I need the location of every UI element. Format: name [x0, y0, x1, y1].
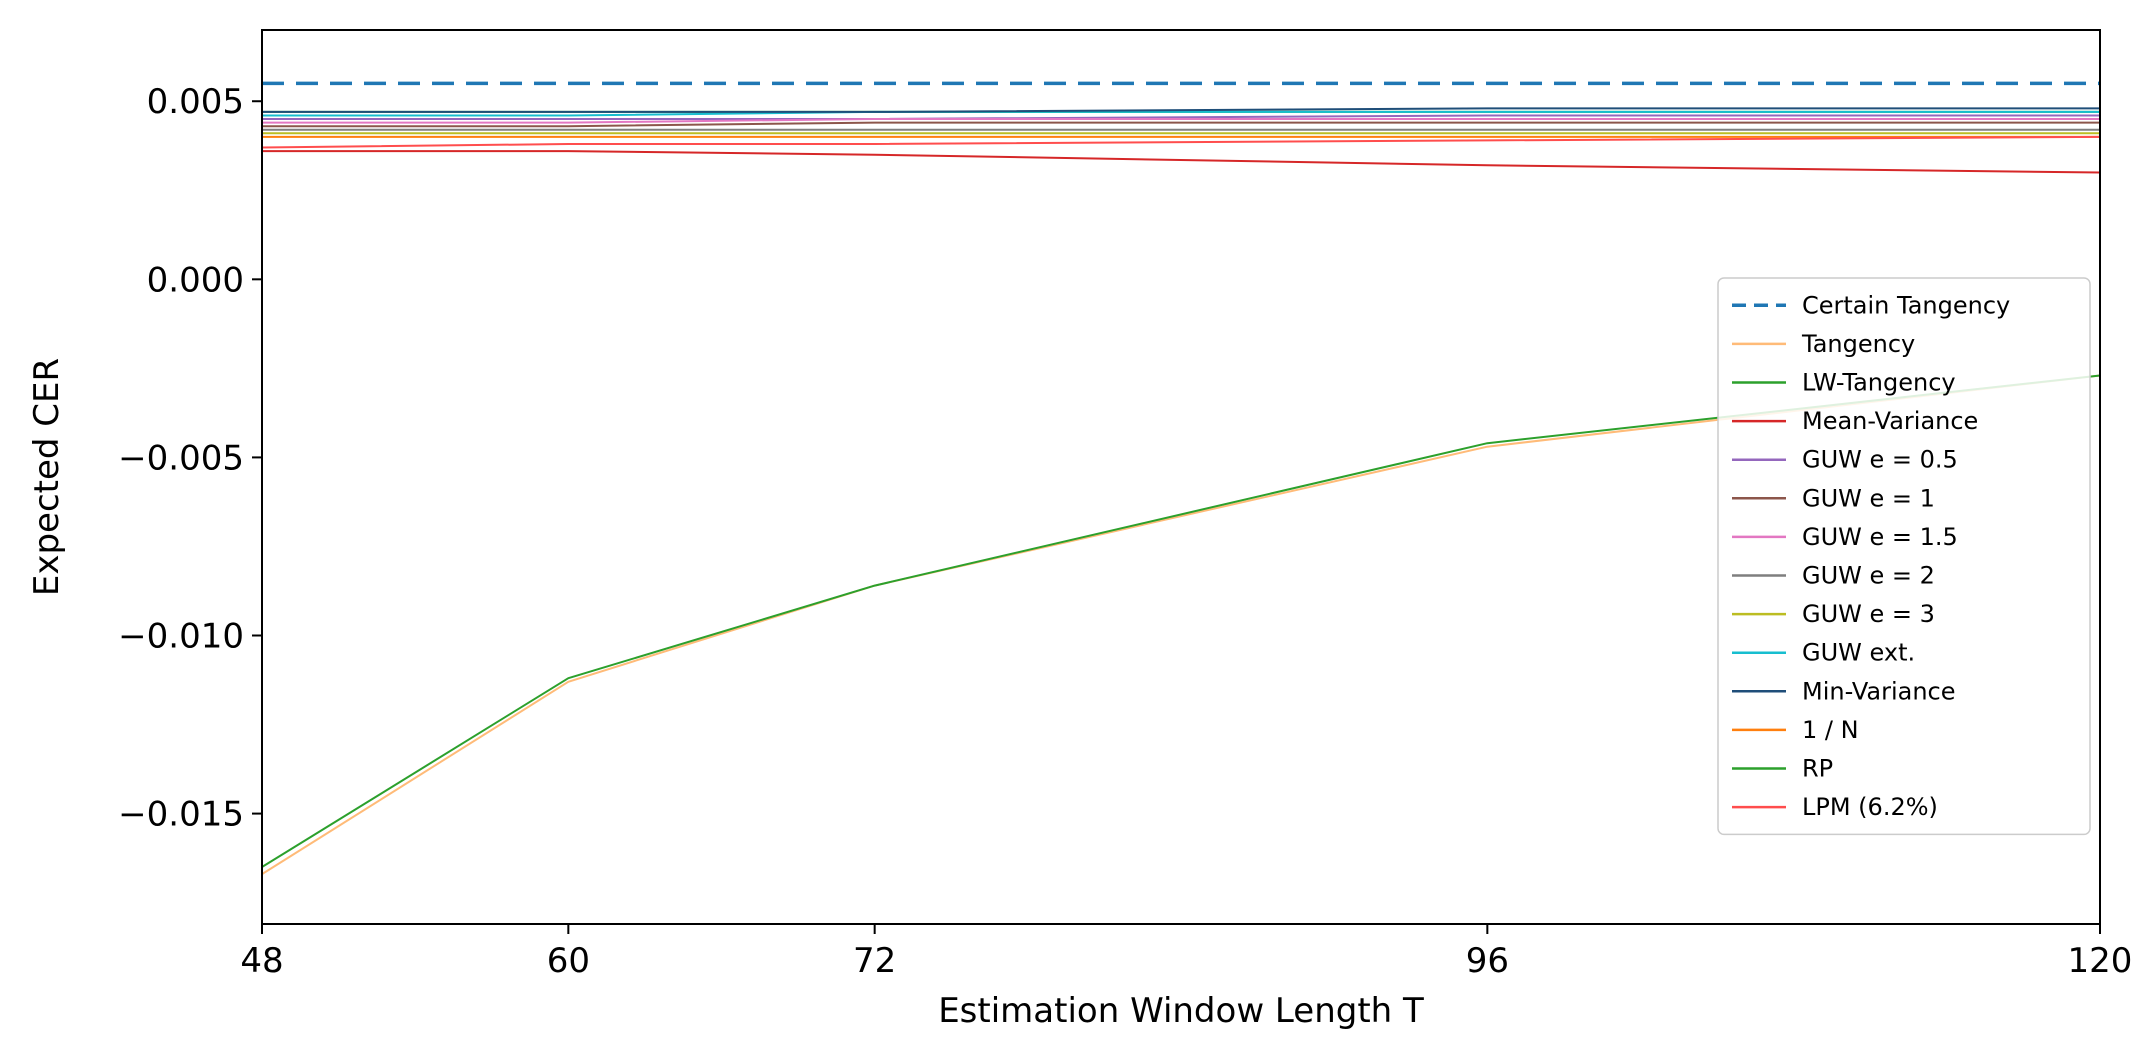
y-tick-label: −0.005	[118, 438, 244, 478]
y-tick-label: −0.010	[118, 616, 244, 656]
y-axis: 0.005 0.000 −0.005 −0.010 −0.015	[118, 82, 262, 835]
x-axis-label: Estimation Window Length T	[938, 991, 1424, 1031]
legend-box	[1717, 277, 2091, 836]
series-line-3	[262, 150, 2101, 174]
legend-label-3: Mean-Variance	[1802, 407, 1978, 435]
legend-label-5: GUW e = 1	[1802, 484, 1935, 512]
legend-label-12: RP	[1802, 755, 1833, 783]
x-axis: 48 60 72 96 120	[240, 924, 2132, 981]
x-tick-label: 60	[547, 941, 590, 981]
y-tick-label: −0.015	[118, 795, 244, 835]
series-line-6	[262, 118, 2100, 124]
series-line-13	[261, 135, 2101, 149]
legend-label-9: GUW ext.	[1802, 639, 1915, 667]
plot-frame	[261, 29, 2101, 925]
legend-label-4: GUW e = 0.5	[1802, 446, 1958, 474]
series-line-5	[262, 121, 2100, 128]
legend-label-8: GUW e = 3	[1802, 600, 1935, 628]
legend-label-11: 1 / N	[1802, 716, 1859, 744]
legend-label-0: Certain Tangency	[1802, 291, 2010, 319]
x-tick-label: 96	[1466, 941, 1509, 981]
x-tick-label: 48	[240, 941, 283, 981]
series-line-12	[261, 374, 2101, 868]
legend: Certain Tangency Tangency LW-Tangency Mean-…	[1717, 277, 2091, 836]
y-tick-label: 0.000	[147, 260, 244, 300]
legend-label-7: GUW e = 2	[1802, 562, 1935, 590]
series-line-10	[262, 107, 2100, 113]
legend-label-6: GUW e = 1.5	[1802, 523, 1958, 551]
legend-label-1: Tangency	[1801, 330, 1915, 358]
legend-label-10: Min-Variance	[1802, 677, 1956, 705]
x-tick-label: 120	[2068, 941, 2133, 981]
x-tick-label: 72	[853, 941, 896, 981]
series-layer	[261, 81, 2101, 875]
legend-label-2: LW-Tangency	[1802, 369, 1956, 397]
legend-label-13: LPM (6.2%)	[1802, 793, 1938, 821]
y-axis-label: Expected CER	[27, 358, 67, 596]
y-tick-label: 0.005	[147, 82, 244, 122]
